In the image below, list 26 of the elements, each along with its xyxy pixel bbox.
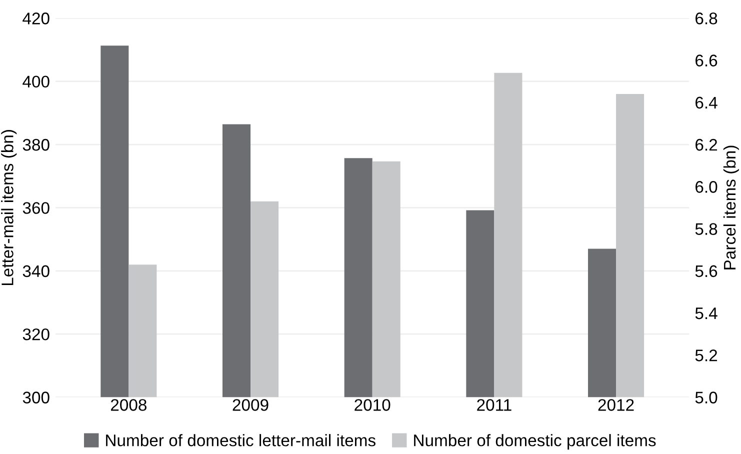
y-axis-title: Letter-mail items (bn) — [1, 130, 17, 286]
y2-tick-label: 5.6 — [695, 265, 718, 278]
y-tick-label: 320 — [22, 328, 50, 340]
y-tick-label: 360 — [22, 202, 50, 214]
y2-axis-title: Parcel items (bn) — [723, 146, 739, 270]
x-tick-label: 2008 — [110, 399, 146, 411]
legend-label: Number of domestic letter-mail items — [106, 434, 376, 446]
x-tick-label: 2009 — [232, 399, 268, 411]
x-tick-label: 2012 — [598, 399, 634, 411]
y-tick-label: 300 — [22, 392, 50, 404]
y-tick-label: 420 — [22, 12, 50, 24]
y2-tick-label: 5.4 — [695, 308, 718, 320]
y2-tick-label: 6.2 — [696, 138, 718, 151]
legend-label: Number of domestic parcel items — [414, 434, 656, 450]
y2-tick-label: 6.4 — [696, 96, 718, 109]
y-tick-label: 400 — [22, 76, 50, 88]
x-tick-label: 2011 — [477, 399, 512, 411]
y2-tick-label: 5.0 — [695, 392, 718, 404]
x-tick-label: 2010 — [354, 399, 390, 411]
y-tick-label: 380 — [22, 138, 50, 151]
y-tick-label: 340 — [22, 265, 50, 278]
y2-tick-label: 6.8 — [696, 12, 718, 24]
y2-tick-label: 5.8 — [695, 223, 718, 235]
y2-tick-label: 5.2 — [695, 350, 718, 362]
y2-tick-label: 6.0 — [696, 181, 718, 193]
y2-tick-label: 6.6 — [696, 54, 718, 66]
